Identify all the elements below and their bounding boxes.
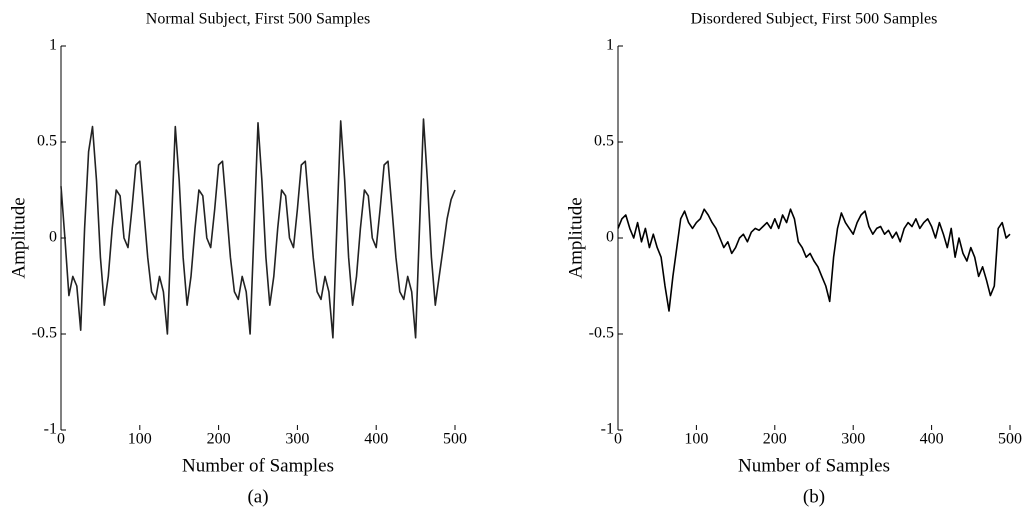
x-tick-label: 100 [684,431,708,448]
x-tick-label: 500 [998,431,1022,448]
signal-line [60,118,456,339]
x-tick-label: 500 [443,431,467,448]
y-tick-label: 1 [606,37,614,54]
y-axis-label: Amplitude [565,197,586,278]
x-tick-label: 400 [920,431,944,448]
x-tick-label: 300 [285,431,309,448]
x-tick-label: 100 [128,431,152,448]
x-axis-label: Number of Samples [738,455,890,476]
signal-line [617,208,1011,312]
chart-title: Disordered Subject, First 500 Samples [691,11,938,28]
y-tick-label: -0.5 [32,325,57,342]
y-tick-label: 1 [49,37,57,54]
x-tick-label: 400 [364,431,388,448]
y-tick-label: 0.5 [594,133,614,150]
x-tick-label: 0 [57,431,65,448]
y-axis-label: Amplitude [8,197,29,278]
x-tick-label: 0 [614,431,622,448]
x-tick-label: 200 [207,431,231,448]
caption: (b) [803,486,825,507]
caption: (a) [247,486,268,507]
y-tick-label: -1 [601,421,614,438]
x-tick-label: 300 [841,431,865,448]
y-tick-label: 0 [606,229,614,246]
x-axis-label: Number of Samples [182,455,334,476]
y-tick-label: 0.5 [37,133,57,150]
y-tick-label: -1 [44,421,57,438]
x-tick-label: 200 [763,431,787,448]
y-tick-label: -0.5 [589,325,614,342]
y-tick-label: 0 [49,229,57,246]
chart-title: Normal Subject, First 500 Samples [146,11,370,28]
